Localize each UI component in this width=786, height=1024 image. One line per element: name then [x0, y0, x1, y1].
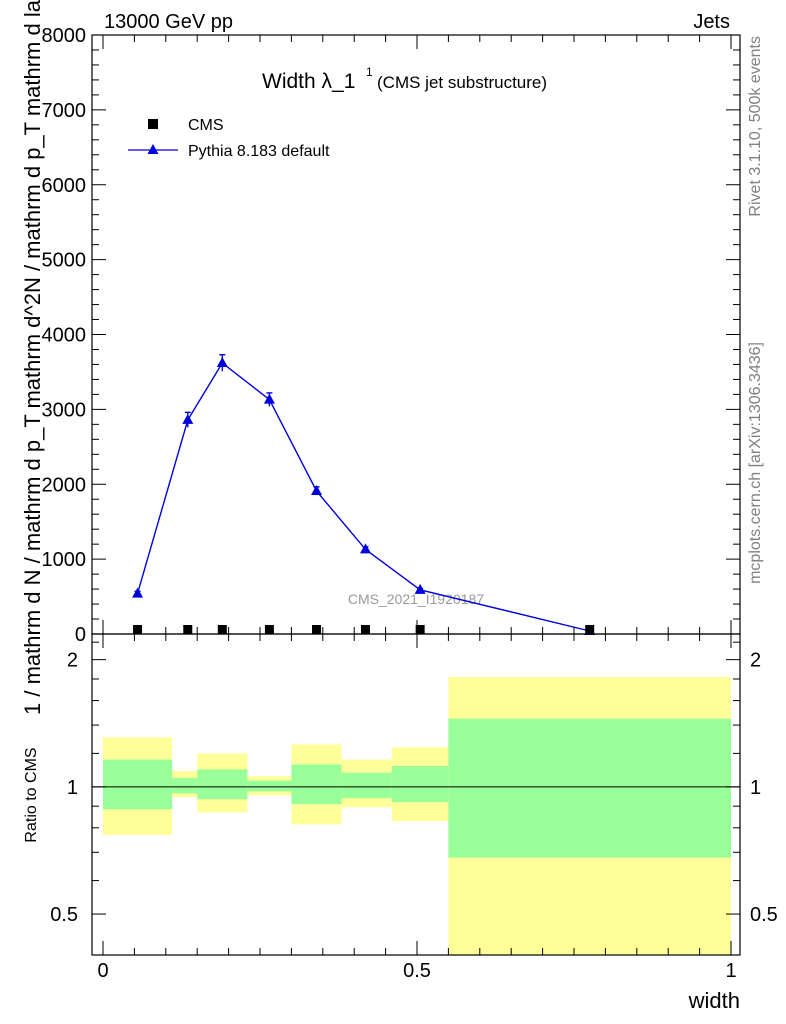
cms-point [183, 625, 193, 634]
ratio-green-band [341, 772, 392, 799]
pythia-point [132, 587, 144, 598]
rivet-label: Rivet 3.1.10, 500k events [747, 36, 764, 217]
pythia-point [182, 413, 194, 424]
y-tick-label: 5000 [42, 250, 87, 272]
x-tick-label: 0.5 [403, 960, 431, 982]
ratio-green-band [197, 769, 248, 800]
ratio-green-band [291, 764, 342, 805]
x-tick-label: 1 [725, 960, 736, 982]
cms-point [217, 625, 227, 634]
y-tick-label: 8000 [42, 25, 87, 47]
cms-point [361, 625, 371, 634]
energy-label: 13000 GeV pp [104, 11, 233, 33]
x-axis-label: width [688, 988, 740, 1013]
mcplots-label: mcplots.cern.ch [arXiv:1306.3436] [747, 342, 764, 584]
legend: CMS Pythia 8.183 default [128, 117, 330, 160]
pythia-point [216, 356, 228, 367]
y-tick-label: 1000 [42, 549, 87, 571]
ratio-green-band [103, 759, 173, 810]
y-tick-label: 0 [75, 624, 86, 646]
title-main: Width λ_1 [262, 70, 355, 93]
cms-point [133, 625, 143, 634]
y-tick-label: 2000 [42, 474, 87, 496]
legend-pythia-label: Pythia 8.183 default [188, 143, 330, 160]
ratio-y-axis-label: Ratio to CMS [23, 747, 40, 842]
ratio-y-tick-label: 1 [67, 777, 78, 799]
ratio-bands [92, 676, 740, 955]
ratio-panel-frame [91, 633, 741, 956]
cms-point [585, 625, 595, 634]
ratio-y-tick-label: 2 [67, 650, 78, 672]
ratio-green-band [448, 718, 731, 858]
legend-pythia-marker [147, 144, 159, 154]
legend-cms-label: CMS [188, 117, 224, 134]
ratio-green-band [172, 777, 198, 794]
pythia-point [311, 484, 323, 495]
title-superscript: 1 [366, 65, 373, 79]
cms-point [312, 625, 322, 634]
ratio-y-tick-label-right: 2 [750, 650, 761, 672]
pythia-point [414, 583, 426, 594]
pythia-point [360, 543, 372, 554]
ratio-green-band [247, 780, 292, 792]
ratio-y-tick-label-right: 0.5 [750, 904, 778, 926]
y-tick-label: 3000 [42, 399, 87, 421]
pythia-line [136, 361, 590, 632]
cms-point [415, 625, 425, 634]
y-tick-label: 7000 [42, 100, 87, 122]
pythia-point [263, 393, 275, 404]
x-tick-label: 0 [97, 960, 108, 982]
legend-cms-marker [148, 119, 158, 129]
analysis-watermark: CMS_2021_I1920187 [348, 591, 484, 607]
y-tick-label: 6000 [42, 175, 87, 197]
main-series [132, 354, 596, 636]
ratio-green-band [391, 766, 449, 803]
cms-point [264, 625, 274, 634]
category-label: Jets [693, 11, 730, 33]
chart-title: Width λ_1 1 (CMS jet substructure) [262, 65, 547, 93]
svg-text:1 / mathrm d N / mathrm d p_T: 1 / mathrm d N / mathrm d p_T mathrm d^2… [20, 0, 45, 715]
y-tick-label: 4000 [42, 325, 87, 347]
axes: 0 1000 2000 3000 4000 5000 6000 7000 8000 0 0.5 1 wi… [42, 25, 778, 1013]
chart-subtitle: (CMS jet substructure) [377, 73, 547, 92]
ratio-y-tick-label-right: 1 [750, 777, 761, 799]
y-axis-label: 1 / mathrm d N / mathrm d p_T mathrm d^2… [20, 0, 45, 715]
ratio-y-tick-label: 0.5 [50, 904, 78, 926]
